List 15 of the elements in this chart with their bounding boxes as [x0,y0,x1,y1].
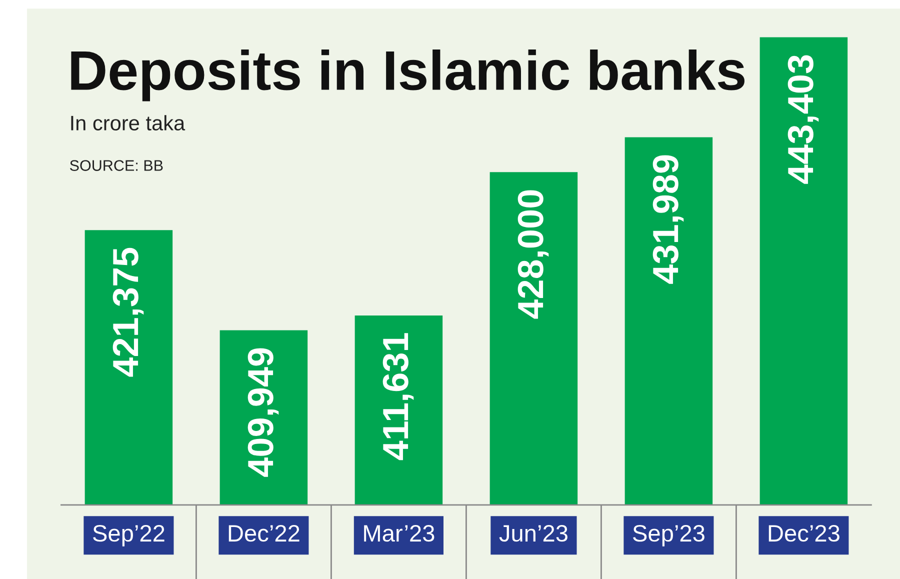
text: In crore taka [71,115,186,130]
text: Deposits in Islamic banks [71,49,744,102]
data-label: 443,403 [788,55,819,184]
x-tick-label: Dec’23 [768,524,840,542]
x-tick-label: Jun’23 [499,524,568,542]
data-label: 431,989 [652,155,684,284]
data-label: 428,000 [518,190,549,319]
annotation: SOURCE: BB [70,160,163,171]
x-tick-label: Sep’22 [93,524,164,546]
x-tick-label: Mar’23 [364,524,434,542]
data-label: 409,949 [248,348,279,477]
data-label: 421,375 [112,248,144,377]
x-tick-label: Sep’23 [633,524,704,546]
data-label: 411,631 [382,333,414,460]
x-tick-label: Dec’22 [228,524,300,542]
